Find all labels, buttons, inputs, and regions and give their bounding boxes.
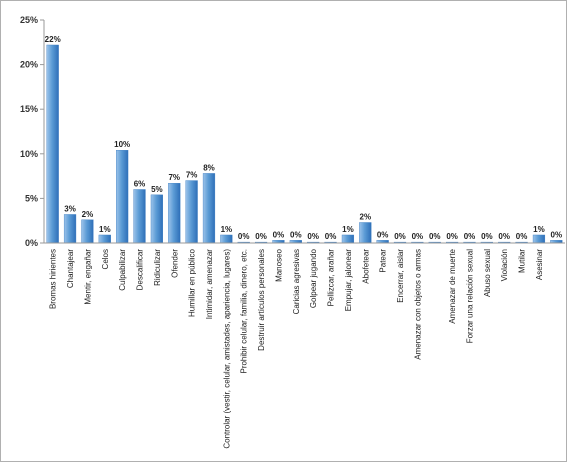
category-label: Bromas hirientes	[49, 249, 58, 309]
category-label: Forzar una relación sexual	[465, 249, 474, 343]
data-label: 0%	[446, 232, 458, 241]
data-label: 1%	[342, 225, 354, 234]
category-label: Amenazar de muerte	[448, 248, 457, 323]
y-tick-label: 0%	[25, 238, 38, 248]
bar	[116, 150, 129, 244]
category-label: Golpear jugando	[309, 248, 318, 308]
category-label: Pellizcar, arañar	[327, 249, 336, 307]
y-tick-label: 20%	[20, 60, 38, 70]
data-label: 0%	[255, 232, 267, 241]
category-label: Mutilar	[518, 249, 527, 273]
category-label: Violación	[500, 249, 509, 281]
data-label: 0%	[464, 232, 476, 241]
y-axis: 0% 5% 10% 15% 20% 25%	[20, 15, 45, 248]
category-label: Abuso sexual	[483, 249, 492, 297]
y-tick-label: 15%	[20, 104, 38, 114]
data-label: 0%	[481, 232, 493, 241]
data-label: 0%	[412, 232, 424, 241]
data-label: 0%	[238, 232, 250, 241]
category-label: Patear	[379, 249, 388, 273]
bar	[168, 183, 181, 244]
category-label: Culpabilizar	[118, 249, 127, 291]
data-label: 2%	[360, 212, 372, 221]
data-label: 8%	[203, 163, 215, 172]
category-label: Intimidar, amenazar	[205, 249, 214, 320]
data-label: 7%	[186, 171, 198, 180]
data-label: 0%	[325, 232, 337, 241]
bar	[133, 189, 146, 244]
category-label: Ofender	[170, 249, 179, 278]
bar	[81, 219, 94, 244]
bar	[220, 234, 233, 244]
y-tick-label: 10%	[20, 149, 38, 159]
bar	[359, 222, 372, 244]
data-labels: 22% 3% 2% 1% 10% 6% 5% 7% 7% 8% 1% 0% 0% 0% 0% 0% 0% 1% 2%…	[45, 35, 562, 241]
category-label: Asesinar	[535, 249, 544, 280]
bar	[46, 44, 59, 244]
category-label: Chantajear	[66, 249, 75, 288]
bar	[150, 194, 163, 244]
category-label: Descalificar	[136, 249, 145, 291]
data-label: 1%	[221, 225, 233, 234]
data-label: 10%	[114, 140, 130, 149]
x-axis: Bromas hirientes Chantajear Mentir, engaña…	[44, 242, 565, 449]
bar	[532, 234, 546, 244]
data-label: 3%	[64, 204, 76, 213]
category-label: Empujar, jalonear	[344, 249, 353, 312]
data-label: 0%	[498, 232, 510, 241]
category-label: Humillar en público	[188, 248, 197, 317]
data-label: 5%	[151, 185, 163, 194]
data-label: 0%	[429, 232, 441, 241]
data-label: 0%	[290, 230, 302, 239]
category-label: Manoseo	[274, 248, 283, 281]
data-label: 6%	[134, 179, 146, 188]
bar	[202, 173, 216, 244]
bar	[63, 214, 77, 244]
data-label: 2%	[82, 210, 94, 219]
data-label: 0%	[516, 232, 528, 241]
data-label: 22%	[45, 35, 61, 44]
category-label: Encerrar, aislar	[396, 249, 405, 303]
bar	[341, 234, 355, 244]
data-label: 7%	[168, 173, 180, 182]
category-label: Controlar (vestir, celular, amistades, a…	[222, 249, 231, 449]
bar	[185, 180, 198, 244]
category-label: Ridiculizar	[153, 249, 162, 286]
category-label: Prohibir celular, familia, dinero, etc.	[240, 249, 249, 373]
category-label: Amenazar con objetos o armas	[413, 249, 422, 360]
category-label: Destruir artículos personales	[257, 249, 266, 351]
y-tick-label: 5%	[25, 193, 38, 203]
data-label: 1%	[99, 225, 111, 234]
data-label: 0%	[377, 230, 389, 239]
data-label: 0%	[551, 230, 563, 239]
category-label: Mentir, engañar	[83, 249, 92, 305]
data-label: 0%	[307, 232, 319, 241]
category-label: Caricias agresivas	[292, 249, 301, 314]
y-tick-label: 25%	[20, 15, 38, 25]
category-label: Celos	[101, 249, 110, 269]
data-label: 1%	[533, 225, 545, 234]
data-label: 0%	[394, 232, 406, 241]
data-label: 0%	[273, 230, 285, 239]
category-label: Abofetear	[361, 249, 370, 284]
bar	[98, 234, 111, 244]
